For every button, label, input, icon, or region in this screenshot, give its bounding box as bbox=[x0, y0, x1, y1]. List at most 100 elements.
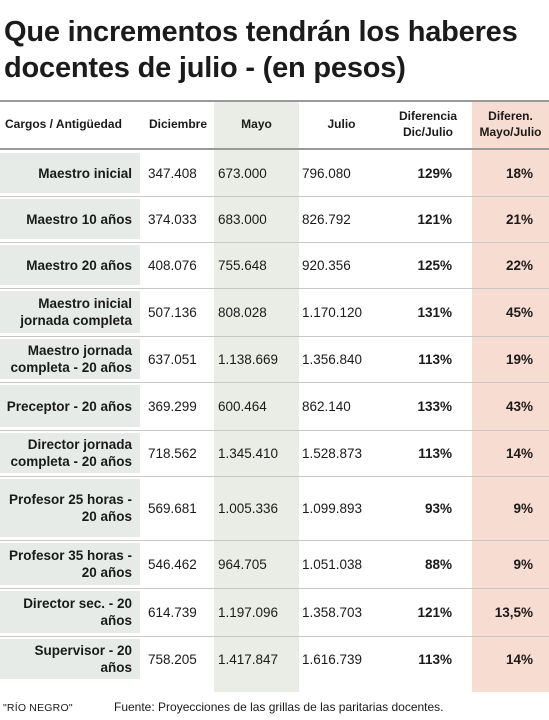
row-divider bbox=[0, 336, 549, 337]
header-diferencia-dic-julio: Diferencia Dic/Julio bbox=[398, 109, 458, 139]
cell-diciembre: 569.681 bbox=[148, 500, 197, 516]
cell-diciembre: 347.408 bbox=[148, 165, 197, 181]
cell-mayo: 1.417.847 bbox=[218, 651, 279, 667]
row-divider bbox=[0, 636, 549, 637]
cell-diferencia-mayo-julio: 22% bbox=[505, 257, 533, 273]
row-label-cargo: Profesor 35 horas - 20 años bbox=[0, 543, 140, 585]
cell-mayo: 673.000 bbox=[218, 165, 267, 181]
cell-diferencia-mayo-julio: 19% bbox=[505, 351, 533, 367]
row-divider bbox=[0, 476, 549, 477]
row-divider bbox=[0, 540, 549, 541]
table-row: Maestro inicial jornada completa 507.136 8… bbox=[0, 288, 549, 336]
cell-mayo: 964.705 bbox=[218, 556, 267, 572]
row-label-cargo: Director jornada completa - 20 años bbox=[0, 433, 140, 473]
cell-diferencia-mayo-julio: 45% bbox=[505, 304, 533, 320]
cell-diciembre: 507.136 bbox=[148, 304, 197, 320]
row-label-cargo: Profesor 25 horas - 20 años bbox=[0, 479, 140, 537]
cell-julio: 826.792 bbox=[302, 211, 351, 227]
cell-diciembre: 408.076 bbox=[148, 257, 197, 273]
cell-diferencia-mayo-julio: 14% bbox=[505, 445, 533, 461]
cell-mayo: 1.197.096 bbox=[218, 604, 279, 620]
cell-mayo: 808.028 bbox=[218, 304, 267, 320]
cell-julio: 1.051.038 bbox=[302, 556, 363, 572]
cell-julio: 1.528.873 bbox=[302, 445, 363, 461]
diferencia-mayo-julio-column-background bbox=[472, 100, 549, 692]
cell-julio: 1.356.840 bbox=[302, 351, 363, 367]
header-diferencia-mayo-julio: Diferen. Mayo/Julio bbox=[479, 109, 542, 139]
cell-diferencia-dic-julio: 113% bbox=[418, 445, 452, 461]
cell-diferencia-mayo-julio: 13,5% bbox=[494, 604, 533, 620]
row-label-cargo: Preceptor - 20 años bbox=[0, 385, 140, 427]
cell-mayo: 683.000 bbox=[218, 211, 267, 227]
cell-diferencia-dic-julio: 131% bbox=[417, 304, 452, 320]
cell-julio: 862.140 bbox=[302, 398, 351, 414]
header-rule bbox=[0, 148, 549, 150]
header-diciembre: Diciembre bbox=[148, 117, 208, 131]
cell-diciembre: 637.051 bbox=[148, 351, 197, 367]
table-row: Director jornada completa - 20 años 718.5… bbox=[0, 430, 549, 476]
row-divider bbox=[0, 196, 549, 197]
cell-julio: 1.170.120 bbox=[302, 304, 363, 320]
source-note: Fuente: Proyecciones de las grillas de l… bbox=[114, 700, 444, 714]
header-julio: Julio bbox=[327, 117, 356, 131]
cell-mayo: 755.648 bbox=[218, 257, 267, 273]
cell-julio: 1.616.739 bbox=[302, 651, 363, 667]
cell-diferencia-mayo-julio: 14% bbox=[505, 651, 533, 667]
row-divider bbox=[0, 588, 549, 589]
row-divider bbox=[0, 430, 549, 431]
cell-diferencia-dic-julio: 125% bbox=[417, 257, 452, 273]
table-row: Maestro inicial 347.408 673.000 796.080 129%… bbox=[0, 150, 549, 196]
cell-julio: 1.358.703 bbox=[302, 604, 363, 620]
cell-diferencia-dic-julio: 133% bbox=[417, 398, 452, 414]
table-top-rule bbox=[0, 100, 549, 102]
row-label-cargo: Maestro inicial jornada completa bbox=[0, 291, 140, 333]
header-cargo: Cargos / Antigüedad bbox=[5, 117, 122, 131]
table-row: Preceptor - 20 años 369.299 600.464 862.140… bbox=[0, 382, 549, 430]
row-label-cargo: Supervisor - 20 años bbox=[0, 639, 140, 679]
row-label-cargo: Maestro jornada completa - 20 años bbox=[0, 339, 140, 379]
table-row: Supervisor - 20 años 758.205 1.417.847 1.61… bbox=[0, 636, 549, 682]
table-row: Profesor 35 horas - 20 años 546.462 964.70… bbox=[0, 540, 549, 588]
salary-table: Cargos / Antigüedad Diciembre Mayo Julio… bbox=[0, 100, 549, 692]
page-title: Que incrementos tendrán los haberes doce… bbox=[4, 16, 518, 84]
cell-diferencia-mayo-julio: 9% bbox=[513, 556, 533, 572]
row-divider bbox=[0, 382, 549, 383]
cell-mayo: 600.464 bbox=[218, 398, 267, 414]
cell-diciembre: 614.739 bbox=[148, 604, 197, 620]
row-label-cargo: Maestro 10 años bbox=[0, 199, 140, 239]
cell-julio: 920.356 bbox=[302, 257, 351, 273]
cell-diferencia-dic-julio: 113% bbox=[418, 651, 452, 667]
cell-diferencia-dic-julio: 88% bbox=[424, 556, 452, 572]
cell-diciembre: 758.205 bbox=[148, 651, 197, 667]
cell-diferencia-dic-julio: 121% bbox=[417, 211, 452, 227]
table-row: Profesor 25 horas - 20 años 569.681 1.005.… bbox=[0, 476, 549, 540]
cell-mayo: 1.345.410 bbox=[218, 445, 279, 461]
row-label-cargo: Director sec. - 20 años bbox=[0, 591, 140, 633]
cell-mayo: 1.138.669 bbox=[218, 351, 279, 367]
cell-julio: 796.080 bbox=[302, 165, 351, 181]
table-row: Maestro 20 años 408.076 755.648 920.356 125%… bbox=[0, 242, 549, 288]
cell-diferencia-dic-julio: 121% bbox=[417, 604, 452, 620]
table-row: Director sec. - 20 años 614.739 1.197.096 1… bbox=[0, 588, 549, 636]
row-divider bbox=[0, 288, 549, 289]
cell-diferencia-mayo-julio: 43% bbox=[505, 398, 533, 414]
cell-julio: 1.099.893 bbox=[302, 500, 363, 516]
cell-diciembre: 546.462 bbox=[148, 556, 197, 572]
mayo-column-background bbox=[214, 100, 299, 692]
table-row: Maestro 10 años 374.033 683.000 826.792 121%… bbox=[0, 196, 549, 242]
header-mayo: Mayo bbox=[241, 117, 272, 131]
cell-diciembre: 374.033 bbox=[148, 211, 197, 227]
brand-credit: "RÍO NEGRO" bbox=[3, 702, 73, 714]
cell-diferencia-mayo-julio: 18% bbox=[505, 165, 533, 181]
cell-diciembre: 369.299 bbox=[148, 398, 197, 414]
cell-diferencia-mayo-julio: 9% bbox=[513, 500, 533, 516]
row-label-cargo: Maestro 20 años bbox=[0, 245, 140, 285]
row-label-cargo: Maestro inicial bbox=[0, 153, 140, 193]
cell-diferencia-dic-julio: 93% bbox=[424, 500, 452, 516]
cell-mayo: 1.005.336 bbox=[218, 500, 279, 516]
cell-diferencia-mayo-julio: 21% bbox=[505, 211, 533, 227]
table-row: Maestro jornada completa - 20 años 637.05… bbox=[0, 336, 549, 382]
cell-diferencia-dic-julio: 129% bbox=[417, 165, 452, 181]
cell-diferencia-dic-julio: 113% bbox=[418, 351, 452, 367]
cell-diciembre: 718.562 bbox=[148, 445, 197, 461]
